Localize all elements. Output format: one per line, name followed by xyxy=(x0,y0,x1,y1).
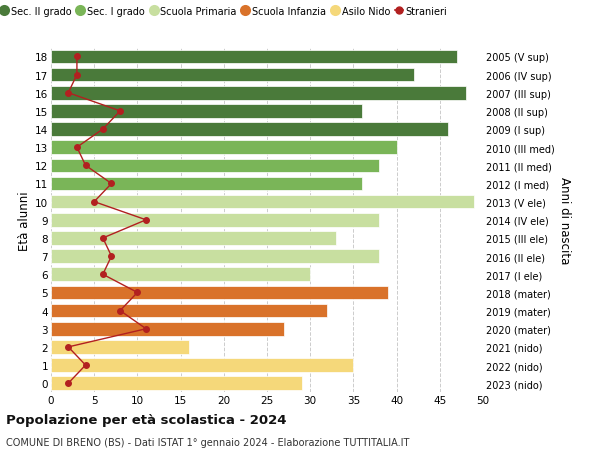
Bar xyxy=(51,159,379,173)
Bar xyxy=(51,358,353,372)
Bar xyxy=(51,141,397,155)
Bar xyxy=(51,268,310,281)
Bar xyxy=(51,123,448,136)
Bar xyxy=(51,376,302,390)
Legend: Sec. II grado, Sec. I grado, Scuola Primaria, Scuola Infanzia, Asilo Nido, Stran: Sec. II grado, Sec. I grado, Scuola Prim… xyxy=(0,3,451,21)
Y-axis label: Anni di nascita: Anni di nascita xyxy=(558,177,571,264)
Bar xyxy=(51,105,362,118)
Bar xyxy=(51,250,379,263)
Bar xyxy=(51,304,328,318)
Bar xyxy=(51,213,379,227)
Bar xyxy=(51,68,414,82)
Bar xyxy=(51,232,336,245)
Bar xyxy=(51,50,457,64)
Bar xyxy=(51,341,189,354)
Text: Popolazione per età scolastica - 2024: Popolazione per età scolastica - 2024 xyxy=(6,413,287,426)
Y-axis label: Età alunni: Età alunni xyxy=(18,190,31,250)
Bar xyxy=(51,286,388,300)
Bar xyxy=(51,87,466,100)
Bar xyxy=(51,322,284,336)
Text: COMUNE DI BRENO (BS) - Dati ISTAT 1° gennaio 2024 - Elaborazione TUTTITALIA.IT: COMUNE DI BRENO (BS) - Dati ISTAT 1° gen… xyxy=(6,437,409,448)
Bar xyxy=(51,196,475,209)
Bar xyxy=(51,177,362,191)
